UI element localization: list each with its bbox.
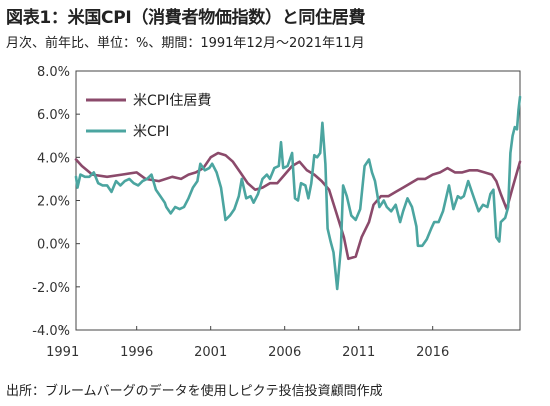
x-tick-label: 1996: [120, 345, 153, 360]
chart-subtitle: 月次、前年比、単位：%、期間：1991年12月～2021年11月: [6, 36, 365, 51]
y-tick-label: -2.0%: [32, 281, 70, 296]
x-tick-label: 2016: [416, 345, 449, 360]
y-tick-label: 2.0%: [37, 195, 70, 210]
x-tick-label: 2011: [342, 345, 375, 360]
y-tick-label: -4.0%: [32, 324, 70, 339]
source-note: 出所：ブルームバーグのデータを使用しピクテ投信投資顧問作成: [6, 384, 383, 399]
legend-label: 米CPI: [133, 124, 169, 140]
chart-title: 図表1：米国CPI（消費者物価指数）と同住居費: [6, 8, 366, 28]
y-tick-label: 4.0%: [37, 151, 70, 166]
legend-label: 米CPI住居費: [133, 93, 211, 109]
y-tick-label: 0.0%: [37, 238, 70, 253]
x-tick-label: 2006: [268, 345, 301, 360]
y-tick-label: 6.0%: [37, 108, 70, 123]
x-tick-label: 2001: [194, 345, 227, 360]
x-tick-label: 1991: [46, 345, 79, 360]
y-tick-label: 8.0%: [37, 65, 70, 80]
series-line-cpi: [74, 95, 522, 291]
